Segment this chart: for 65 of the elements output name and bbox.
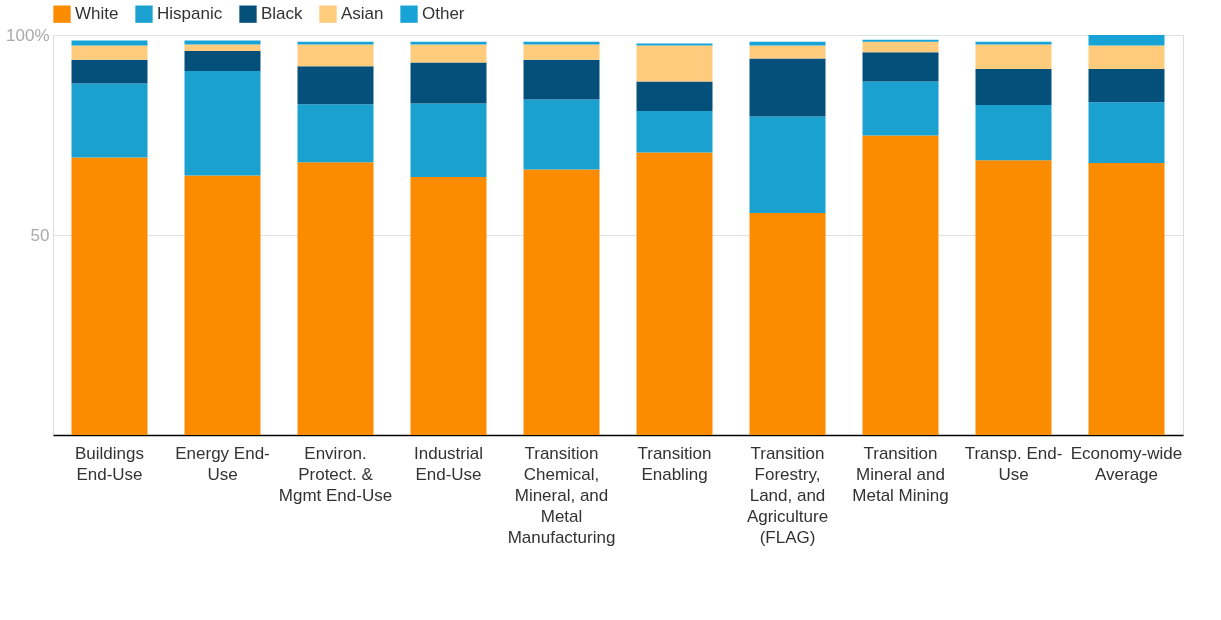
x-tick-label: Transition Enabling — [637, 443, 712, 484]
bar — [636, 152, 713, 435]
bar — [184, 175, 261, 435]
bar — [1088, 163, 1165, 435]
bar — [636, 43, 713, 46]
x-tick-label: Transp. End-Use — [964, 443, 1063, 484]
bar — [862, 81, 939, 136]
y-tick-label: 100% — [6, 25, 50, 45]
bar — [636, 81, 713, 111]
bar — [975, 160, 1052, 435]
x-tick-label: Industrial End-Use — [414, 443, 483, 484]
x-tick-label: Energy End-Use — [175, 443, 270, 484]
y-tick-label: 50 — [30, 225, 50, 245]
legend-label: Other — [422, 4, 465, 24]
bar — [862, 52, 939, 82]
bar — [862, 39, 939, 42]
legend-label: Asian — [341, 4, 384, 24]
bar — [410, 103, 487, 177]
bar — [636, 45, 713, 82]
bar — [1088, 45, 1165, 69]
bar — [749, 116, 826, 213]
bar — [410, 44, 487, 63]
bar — [749, 213, 826, 435]
bar — [523, 41, 600, 45]
bar — [1088, 102, 1165, 163]
bar — [975, 44, 1052, 69]
bar — [297, 41, 374, 45]
bar — [523, 59, 600, 100]
x-tick-label: Transition Mineral and Metal Mining — [852, 443, 949, 505]
legend-label: White — [75, 4, 119, 24]
bar — [71, 59, 148, 84]
x-tick-label: Transition Chemical, Mineral, and Metal Manufacturing — [507, 443, 616, 547]
bar — [410, 62, 487, 104]
bar — [184, 44, 261, 51]
x-tick-label: Environ. Protect. & Mgmt End-Use — [278, 443, 393, 505]
bar — [975, 69, 1052, 105]
bar — [975, 41, 1052, 45]
x-tick-label: Economy-wide Average — [1070, 443, 1183, 484]
bar — [523, 99, 600, 170]
bar — [71, 157, 148, 435]
bar — [410, 177, 487, 435]
bar — [1088, 69, 1165, 103]
bar — [71, 83, 148, 158]
bar — [297, 104, 374, 163]
bar — [297, 44, 374, 67]
bar — [410, 41, 487, 45]
bar — [297, 66, 374, 105]
bar — [523, 169, 600, 435]
legend-label: Black — [261, 4, 304, 24]
bar — [862, 135, 939, 435]
bar — [862, 41, 939, 53]
legend-label: Hispanic — [157, 4, 223, 24]
bar — [636, 111, 713, 153]
bar — [184, 71, 261, 176]
bar — [749, 58, 826, 117]
x-tick-label: Buildings End-Use — [75, 443, 144, 484]
bar — [975, 105, 1052, 161]
bar — [297, 162, 374, 435]
bar — [184, 40, 261, 45]
bar — [749, 45, 826, 59]
bar — [1088, 35, 1165, 46]
x-tick-label: Transition Forestry, Land, and Agriculture (FLAG) — [746, 443, 829, 547]
bar — [71, 45, 148, 60]
bar — [523, 44, 600, 60]
bar — [184, 51, 261, 71]
